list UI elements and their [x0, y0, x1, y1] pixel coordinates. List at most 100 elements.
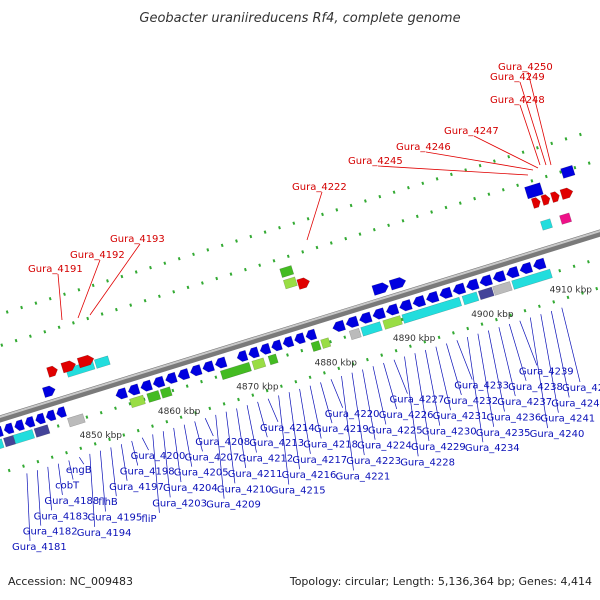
bottom-label-leader — [372, 366, 387, 425]
guide-dot — [220, 243, 224, 248]
highlight-gene — [0, 438, 5, 450]
guide-dot — [108, 437, 111, 442]
guide-dot — [99, 410, 103, 415]
guide-dot — [251, 393, 255, 397]
guide-dot — [473, 196, 476, 201]
forward-gene — [524, 182, 544, 200]
highlight-gene — [267, 353, 279, 366]
bottom-gene-label: Gura_4204 — [163, 483, 218, 494]
rna-gene — [60, 360, 77, 374]
reverse-gene — [45, 409, 57, 422]
bottom-gene-label: Gura_4242 — [551, 398, 600, 409]
guide-dot — [366, 357, 369, 362]
bottom-label-leader — [550, 310, 570, 398]
top-label-leader — [89, 243, 141, 316]
bottom-gene-label: Gura_4231 — [433, 411, 488, 422]
guide-dot — [407, 185, 410, 190]
bottom-label-leader — [194, 421, 203, 452]
guide-dot — [564, 137, 568, 141]
genome-backbone — [0, 229, 600, 423]
bottom-gene-label: Gura_4237 — [497, 397, 552, 408]
bottom-gene-label: Gura_4234 — [465, 443, 520, 454]
bottom-gene-label: Gura_4232 — [443, 396, 498, 407]
bottom-gene-label: Gura_4182 — [23, 527, 78, 538]
bottom-gene-label: Gura_4213 — [249, 438, 304, 449]
bottom-label-leader — [330, 379, 344, 408]
genome-track: 4850 kbp 4860 kbp 4870 kbp 4880 kbp 4890 kbp… — [0, 62, 600, 553]
guide-dot — [501, 188, 505, 192]
axis-tick-label: 4900 kbp — [471, 310, 514, 320]
highlight-gene — [492, 281, 513, 296]
guide-dot — [308, 375, 312, 380]
bottom-gene-label: Gura_4195 — [88, 513, 143, 524]
bottom-label-leader — [529, 317, 548, 429]
guide-dot — [194, 411, 197, 415]
highlight-gene — [540, 218, 553, 231]
guide-dot — [272, 259, 276, 263]
guide-dot — [79, 446, 83, 451]
top-gene-label: Gura_4250 — [498, 62, 553, 73]
bottom-gene-label: Gura_4229 — [411, 442, 466, 453]
bottom-gene-label: Gura_4198 — [120, 467, 175, 478]
guide-dot — [200, 379, 203, 384]
guide-dot — [7, 468, 11, 473]
bottom-label-leader — [393, 359, 408, 394]
guide-dot — [358, 232, 362, 236]
bottom-gene-label: Gura_4205 — [174, 468, 229, 479]
bottom-label-leader — [383, 362, 398, 410]
bottom-gene-label: Gura_4194 — [77, 528, 132, 539]
reverse-gene — [202, 360, 215, 373]
highlight-gene — [93, 355, 111, 369]
rna-gene — [559, 187, 574, 200]
bottom-gene-label: Gura_4200 — [131, 451, 186, 462]
bottom-gene-label: Gura_4236 — [487, 413, 542, 424]
guide-dot — [409, 344, 412, 348]
guide-dot — [421, 181, 425, 186]
bottom-label-leader — [183, 424, 193, 467]
guide-dot — [587, 161, 591, 165]
guide-dot — [343, 335, 347, 339]
reverse-gene — [452, 282, 467, 295]
guide-dot — [521, 150, 525, 154]
guide-dot — [559, 170, 562, 174]
guide-dot — [437, 335, 441, 340]
bottom-gene-label: Gura_4209 — [206, 500, 261, 511]
guide-dot — [151, 424, 154, 428]
bottom-gene-label: engB — [66, 465, 92, 476]
guide-dot — [0, 343, 4, 347]
guide-dot — [536, 146, 539, 150]
guide-dot — [292, 221, 296, 225]
top-label-leader — [519, 81, 547, 166]
reverse-gene — [189, 364, 203, 377]
bottom-gene-label: Gura_4239 — [519, 366, 574, 377]
top-label-leader — [77, 259, 101, 319]
highlight-gene — [3, 435, 16, 448]
guide-dot — [149, 265, 152, 270]
guide-dot — [458, 201, 462, 205]
guide-dot — [14, 338, 18, 343]
reverse-gene — [24, 415, 36, 428]
guide-dot — [237, 397, 240, 402]
bottom-label-leader — [519, 320, 538, 366]
reverse-gene — [466, 278, 480, 291]
guide-dot — [163, 261, 167, 265]
highlight-gene — [67, 413, 86, 428]
bottom-label-leader — [131, 440, 139, 466]
highlight-gene — [320, 337, 332, 349]
reverse-gene — [492, 270, 507, 283]
guide-dot — [93, 442, 97, 446]
forward-gene — [388, 277, 407, 291]
bottom-gene-label: Gura_4238 — [508, 382, 563, 393]
guide-dot — [43, 330, 47, 334]
bottom-label-leader — [246, 405, 257, 453]
reverse-gene — [214, 356, 228, 369]
bottom-gene-label: Gura_4212 — [239, 454, 294, 465]
reverse-gene — [412, 294, 427, 308]
highlight-gene — [559, 212, 572, 225]
guide-dot — [214, 375, 218, 379]
highlight-gene — [251, 357, 267, 371]
guide-dot — [129, 303, 133, 307]
guide-dot — [558, 268, 562, 273]
bottom-gene-label: Gura_4197 — [109, 482, 164, 493]
